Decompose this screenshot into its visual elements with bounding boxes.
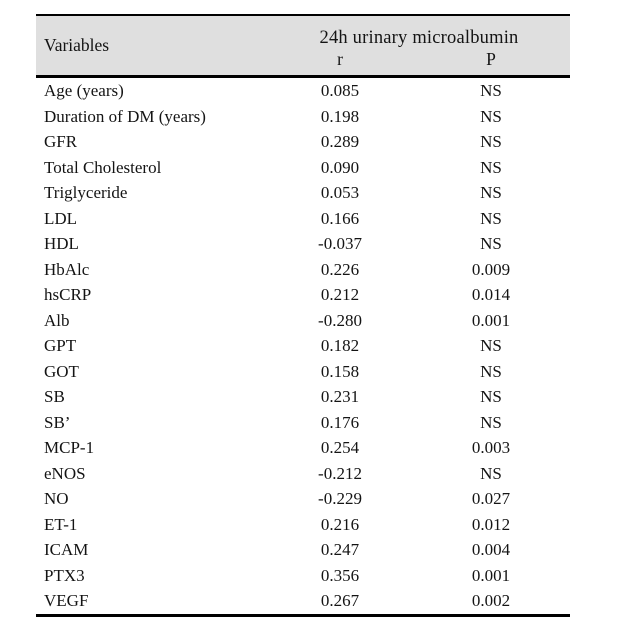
variable-name: PTX3: [44, 565, 85, 585]
r-value: 0.226: [320, 259, 360, 279]
table-row: MCP-1 0.254 0.003: [36, 435, 570, 461]
table-row: SB’ 0.176 NS: [36, 410, 570, 436]
p-value: 0.004: [471, 540, 511, 559]
variable-name: HDL: [44, 234, 79, 253]
p-value: 0.009: [471, 259, 511, 279]
r-value: 0.289: [320, 132, 360, 151]
p-value: NS: [480, 157, 502, 177]
variable-name: Alb: [44, 310, 70, 330]
variable-name: VEGF: [44, 591, 89, 610]
r-value: 0.166: [320, 208, 360, 228]
p-value: NS: [480, 81, 502, 100]
p-value: 0.001: [471, 310, 511, 330]
table-row: NO -0.229 0.027: [36, 486, 570, 512]
table-row: GOT 0.158 NS: [36, 359, 570, 385]
p-value: 0.014: [471, 285, 511, 304]
variable-name: GFR: [44, 132, 78, 151]
r-value: -0.212: [318, 463, 362, 483]
sub-header-row: r P: [36, 49, 570, 77]
variable-name: Age (years): [44, 81, 124, 100]
table-row: Age (years) 0.085 NS: [36, 77, 570, 104]
table-row: LDL 0.166 NS: [36, 206, 570, 232]
p-value: 0.027: [471, 489, 511, 508]
table-row: HbAlc 0.226 0.009: [36, 257, 570, 283]
p-value: NS: [480, 336, 502, 355]
r-value: -0.280: [318, 310, 362, 330]
variable-name: Total Cholesterol: [44, 157, 162, 177]
table-row: Total Cholesterol 0.090 NS: [36, 155, 570, 181]
variable-name: ICAM: [44, 540, 89, 559]
table-row: hsCRP 0.212 0.014: [36, 282, 570, 308]
r-value: 0.267: [320, 591, 360, 610]
table-row: ET-1 0.216 0.012: [36, 512, 570, 538]
p-value: 0.002: [471, 591, 511, 610]
table-row: GFR 0.289 NS: [36, 129, 570, 155]
p-value: 0.003: [471, 438, 511, 457]
r-value: 0.053: [320, 183, 360, 202]
r-value: 0.356: [320, 565, 360, 585]
r-value: 0.231: [320, 387, 360, 406]
group-header-row: Variables 24h urinary microalbumin: [36, 15, 570, 55]
group-column-header: 24h urinary microalbumin: [319, 28, 519, 48]
r-value: -0.229: [318, 489, 362, 508]
p-value: 0.001: [471, 565, 511, 585]
variable-name: NO: [44, 489, 69, 508]
variable-name: MCP-1: [44, 438, 95, 457]
p-value: NS: [480, 183, 502, 202]
p-value: NS: [480, 361, 502, 381]
p-value: NS: [480, 106, 502, 126]
variable-name: SB’: [44, 412, 71, 432]
r-value: 0.182: [320, 336, 360, 355]
variable-name: Duration of DM (years): [44, 106, 206, 126]
r-value: 0.176: [320, 412, 360, 432]
correlation-table: Variables 24h urinary microalbumin r P A…: [36, 14, 571, 617]
table-row: GPT 0.182 NS: [36, 333, 570, 359]
variable-name: LDL: [44, 208, 78, 228]
p-value: NS: [480, 132, 502, 151]
table-row: eNOS -0.212 NS: [36, 461, 570, 487]
p-value: NS: [480, 208, 502, 228]
r-column-header: r: [337, 49, 343, 69]
table-row: PTX3 0.356 0.001: [36, 563, 570, 589]
r-value: 0.085: [320, 81, 360, 100]
variable-name: HbAlc: [44, 259, 90, 279]
table-header: Variables 24h urinary microalbumin r P: [36, 15, 571, 77]
r-value: 0.247: [320, 540, 360, 559]
p-value: NS: [480, 463, 502, 483]
r-value: 0.216: [320, 514, 360, 534]
table-row: HDL -0.037 NS: [36, 231, 570, 257]
p-value: 0.012: [471, 514, 511, 534]
p-column-header: P: [486, 49, 496, 69]
r-value: 0.090: [320, 157, 360, 177]
variable-name: eNOS: [44, 463, 86, 483]
table-row: VEGF 0.267 0.002: [36, 588, 570, 615]
p-value: NS: [480, 387, 502, 406]
table-body: Age (years) 0.085 NS Duration of DM (yea…: [36, 77, 571, 615]
table-row: ICAM 0.247 0.004: [36, 537, 570, 563]
r-value: 0.158: [320, 361, 360, 381]
table-row: Duration of DM (years) 0.198 NS: [36, 104, 570, 130]
p-value: NS: [480, 234, 502, 253]
variable-name: ET-1: [44, 514, 78, 534]
variable-name: hsCRP: [44, 285, 92, 304]
variable-name: Triglyceride: [44, 183, 128, 202]
r-value: 0.254: [320, 438, 360, 457]
table-row: Alb -0.280 0.001: [36, 308, 570, 334]
variable-name: GPT: [44, 336, 77, 355]
table-row: Triglyceride 0.053 NS: [36, 180, 570, 206]
variables-column-header: Variables: [44, 35, 110, 55]
variable-name: GOT: [44, 361, 79, 381]
variable-name: SB: [44, 387, 65, 406]
table-row: SB 0.231 NS: [36, 384, 570, 410]
r-value: -0.037: [318, 234, 362, 253]
p-value: NS: [480, 412, 502, 432]
r-value: 0.198: [320, 106, 360, 126]
r-value: 0.212: [320, 285, 360, 304]
